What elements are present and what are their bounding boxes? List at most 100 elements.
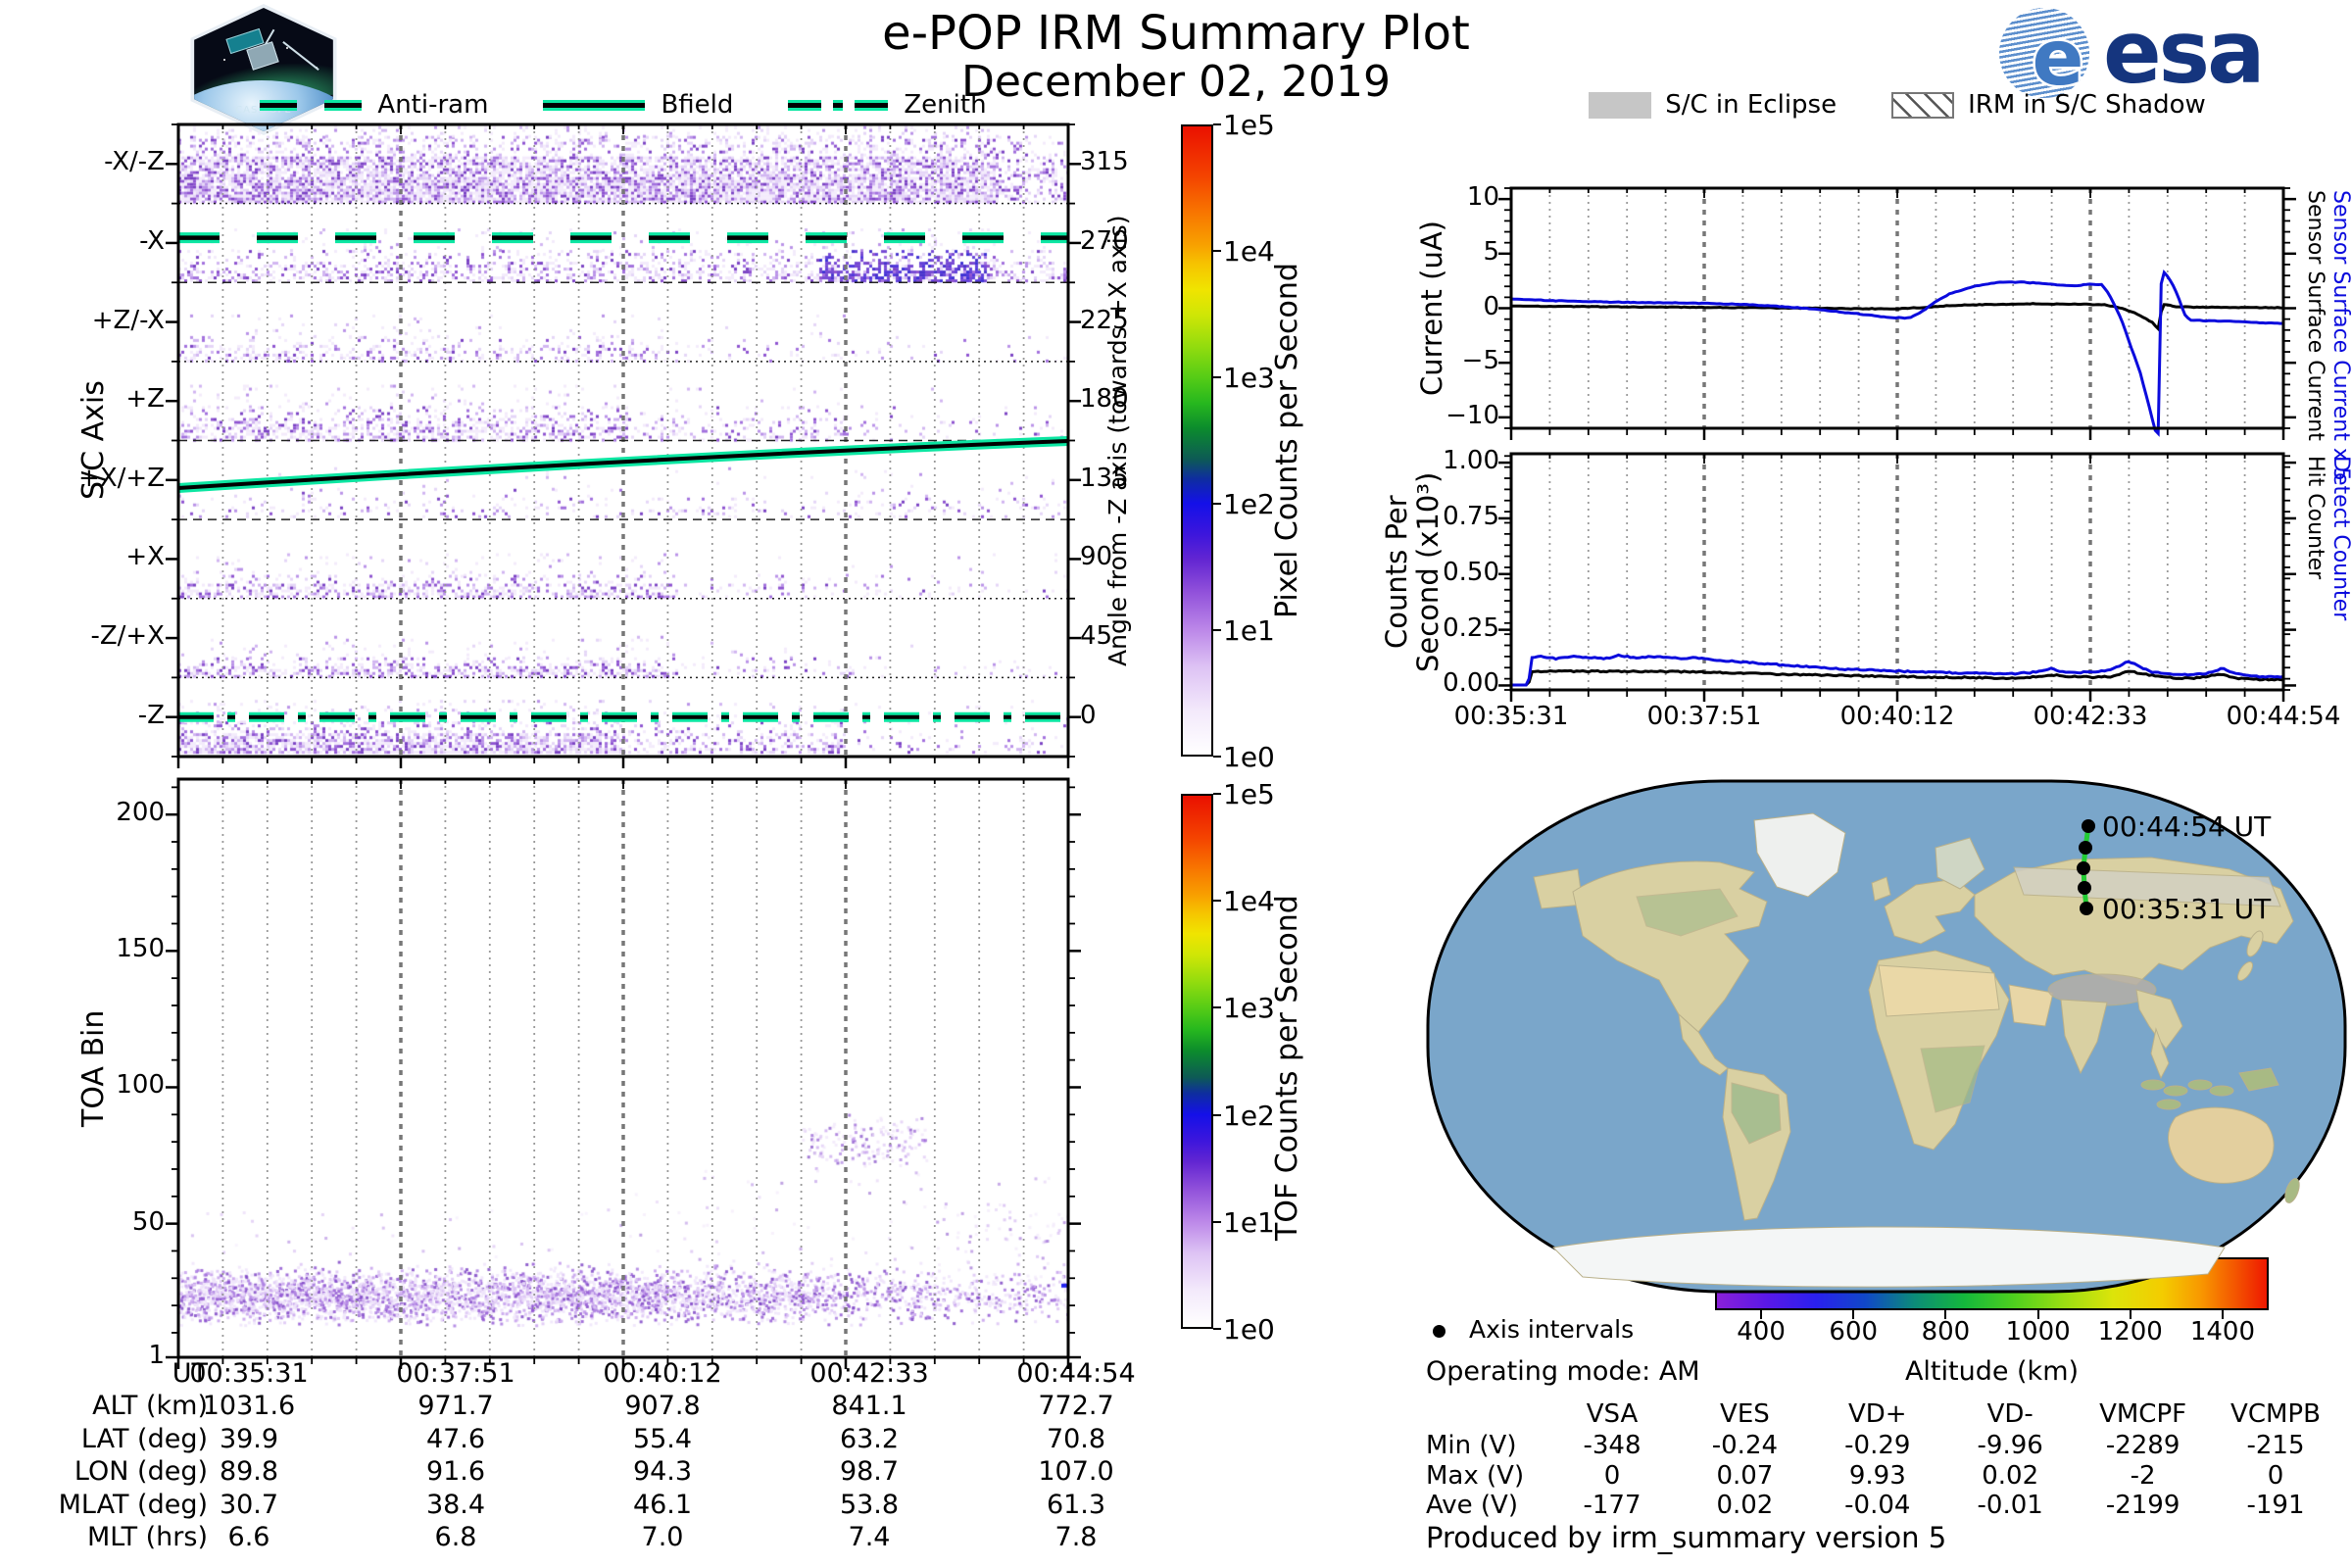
altitude-cbar-tick: 1200: [2097, 1317, 2163, 1347]
cbar-tickmark: [1213, 1328, 1221, 1330]
axis-intervals-legend: Axis intervals: [1433, 1315, 1634, 1344]
spectro-ytick: -X/-Z: [104, 147, 165, 177]
counts-blue-series-label: Detect Counter: [2328, 456, 2352, 621]
cbar-tickmark: [1213, 1113, 1221, 1116]
legend-bfield: Bfield: [543, 90, 733, 120]
spectro-right-tick: 90: [1080, 542, 1113, 572]
time-xtick: 00:40:12: [1839, 702, 1955, 731]
current-ytick: −10: [1446, 400, 1499, 430]
counts-ytick: 1.00: [1443, 446, 1499, 476]
time-xtick: 00:35:31: [1453, 702, 1569, 731]
track-start-time-label: 00:35:31 UT: [2102, 893, 2272, 925]
altitude-cbar-tickmark: [1944, 1310, 1947, 1319]
spectro-right-tick: 0: [1080, 700, 1097, 730]
ephemeris-cell: 55.4: [632, 1423, 693, 1454]
spectro-ytick: -Z: [137, 700, 165, 730]
voltage-cell: -0.04: [1844, 1491, 1911, 1520]
ephemeris-cell: 00:42:33: [809, 1358, 929, 1389]
cbar-tickmark: [1213, 123, 1221, 125]
ephemeris-cell: 30.7: [219, 1489, 279, 1520]
bfield-solid-line-icon: [543, 99, 646, 111]
ephemeris-cell: 39.9: [219, 1423, 279, 1454]
pointing-legend: Anti-ram Bfield Zenith: [178, 90, 1068, 120]
time-xtick: 00:37:51: [1646, 702, 1762, 731]
toa-ytick: 100: [116, 1070, 165, 1101]
esa-wordmark: esa: [2103, 2, 2265, 103]
current-ytick: 10: [1466, 182, 1499, 213]
spectro-ytick: +Z: [125, 384, 165, 415]
sc-axis-spectrogram-panel: [166, 122, 1081, 768]
ephemeris-cell: 7.8: [1054, 1522, 1098, 1552]
ephemeris-cell: 00:44:54: [1016, 1358, 1136, 1389]
current-ytick: 5: [1483, 236, 1499, 267]
pixel-colorbar-label: Pixel Counts per Second: [1270, 263, 1304, 618]
toa-ytick: 1: [148, 1341, 165, 1370]
ephemeris-row-label: MLAT (deg): [58, 1489, 208, 1520]
legend-eclipse-label: S/C in Eclipse: [1665, 90, 1838, 120]
ephemeris-row-label: LAT (deg): [80, 1423, 208, 1454]
legend-anti-ram: Anti-ram: [260, 90, 488, 120]
pixel-cbar-tick: 1e3: [1223, 362, 1275, 394]
voltage-cell: 0.02: [1982, 1460, 2039, 1491]
voltage-cell: -348: [1583, 1431, 1642, 1460]
pixel-cbar-tick: 1e1: [1223, 614, 1275, 647]
spectro-right-tick: 45: [1080, 621, 1113, 652]
altitude-cbar-tick: 400: [1737, 1317, 1786, 1347]
ephemeris-cell: 46.1: [632, 1489, 693, 1520]
ephemeris-cell: 00:35:31: [189, 1358, 309, 1389]
track-end-time-label: 00:44:54 UT: [2102, 810, 2272, 843]
ephemeris-cell: 6.6: [227, 1522, 270, 1552]
current-ytick: −5: [1461, 346, 1499, 376]
voltage-cell: -0.29: [1844, 1431, 1911, 1460]
voltage-cell: -0.01: [1977, 1491, 2043, 1520]
ephemeris-cell: 907.8: [624, 1391, 701, 1422]
legend-irm-shadow: IRM in S/C Shadow: [1891, 90, 2206, 120]
operating-mode: Operating mode: AM: [1426, 1356, 1700, 1387]
legend-irm-shadow-label: IRM in S/C Shadow: [1968, 90, 2206, 120]
spectro-right-tick: 225: [1080, 305, 1129, 335]
toa-bin-scatter-panel: [166, 777, 1081, 1369]
esa-globe-icon: e: [1999, 8, 2089, 98]
voltage-cell: 0: [2267, 1460, 2284, 1491]
altitude-cbar-tickmark: [1760, 1310, 1763, 1319]
altitude-cbar-tick: 800: [1921, 1317, 1971, 1347]
ephemeris-cell: 107.0: [1038, 1456, 1114, 1488]
sensor-current-panel: [1498, 186, 2296, 440]
altitude-cbar-tickmark: [2129, 1310, 2132, 1319]
voltage-col-header: VMCPF: [2099, 1399, 2187, 1429]
ephemeris-cell: 772.7: [1038, 1391, 1114, 1422]
pixel-cbar-tick: 1e5: [1223, 109, 1275, 141]
ephemeris-cell: 94.3: [632, 1456, 693, 1488]
legend-bfield-label: Bfield: [661, 90, 734, 120]
spectro-right-axis-label: Angle from -Z axis (towards +X axis): [1103, 215, 1132, 666]
spectro-right-tick: 315: [1080, 147, 1129, 177]
spectro-right-tick: 270: [1080, 225, 1129, 256]
spectro-right-tick: 135: [1080, 463, 1129, 493]
voltage-cell: 0.02: [1716, 1491, 1774, 1520]
cbar-tickmark: [1213, 1220, 1221, 1223]
page-subtitle-date: December 02, 2019: [960, 57, 1392, 107]
voltage-col-header: VCMPB: [2230, 1399, 2321, 1429]
voltage-row-label: Ave (V): [1426, 1491, 1518, 1520]
anti-ram-dashed-line-icon: [260, 99, 363, 111]
ephemeris-cell: 7.4: [848, 1522, 891, 1552]
produced-by-note: Produced by irm_summary version 5: [1426, 1521, 1947, 1554]
ephemeris-cell: 00:37:51: [396, 1358, 515, 1389]
cbar-tickmark: [1213, 756, 1221, 758]
voltage-col-header: VD+: [1848, 1399, 1907, 1429]
tof-colorbar: [1181, 794, 1213, 1329]
axis-interval-dot-icon: [1433, 1325, 1446, 1338]
voltage-cell: -9.96: [1977, 1431, 2043, 1460]
current-black-series-label: Sensor Surface Current: [2303, 190, 2328, 441]
voltage-cell: -191: [2246, 1491, 2305, 1520]
voltage-cell: -0.24: [1711, 1431, 1779, 1460]
altitude-cbar-tick: 1000: [2005, 1317, 2071, 1347]
voltage-cell: -2: [2130, 1460, 2156, 1491]
tof-cbar-tick: 1e4: [1223, 885, 1275, 918]
ephemeris-cell: 7.0: [641, 1522, 684, 1552]
ephemeris-cell: 63.2: [839, 1423, 900, 1454]
ephemeris-cell: 00:40:12: [603, 1358, 722, 1389]
ephemeris-cell: 53.8: [839, 1489, 900, 1520]
tof-cbar-tick: 1e1: [1223, 1205, 1275, 1239]
pixel-cbar-tick: 1e2: [1223, 488, 1275, 520]
